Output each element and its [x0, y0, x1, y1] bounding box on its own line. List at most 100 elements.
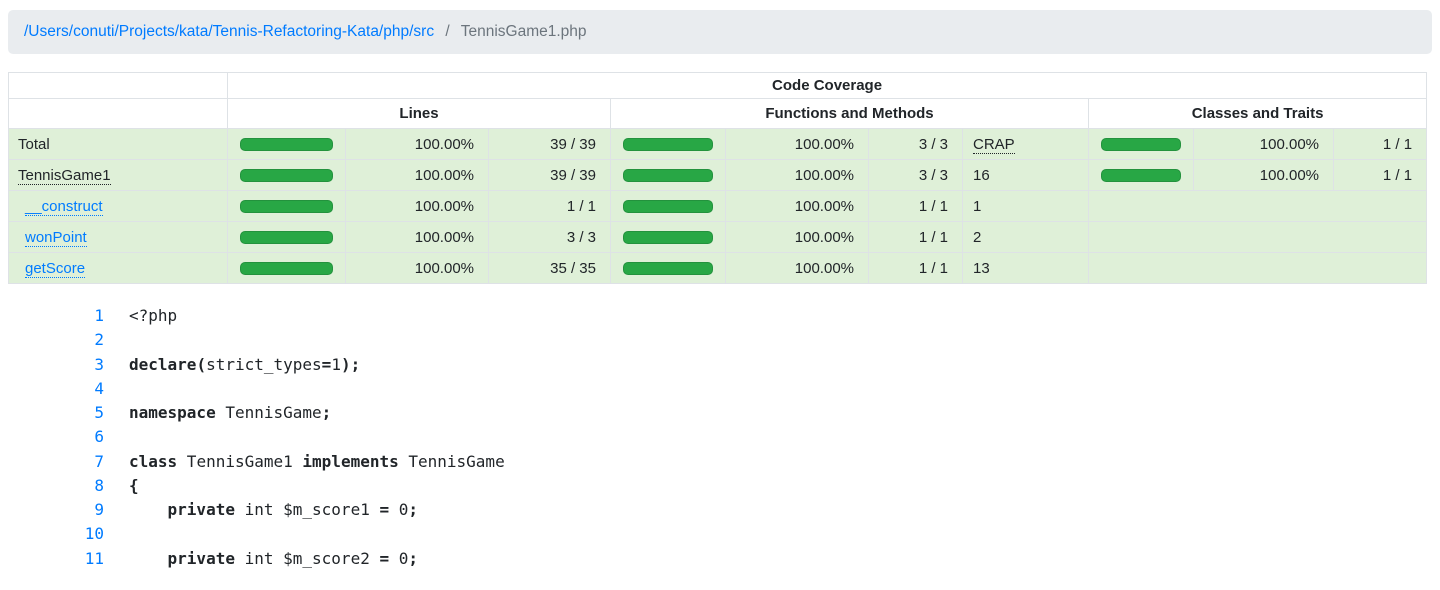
- code-token: implements: [302, 451, 399, 471]
- lines-pct-cell: 100.00%: [345, 128, 489, 160]
- crap-cell: 2: [962, 221, 1089, 253]
- lines-progress-bar: [240, 137, 333, 151]
- code-token: ;: [408, 548, 419, 568]
- lines-bar-cell: [227, 159, 346, 191]
- source-code: 1 <?php 2 3 declare(strict_types=1); 4 5 namesp…: [0, 304, 1440, 571]
- functions-bar-cell: [610, 128, 726, 160]
- table-row-class-tennisgame1: TennisGame1 100.00% 39 / 39 100.00% 3 / …: [8, 159, 1428, 191]
- code-line: 4: [0, 377, 1440, 401]
- line-number[interactable]: 1: [94, 306, 104, 325]
- coverage-report-page: /Users/conuti/Projects/kata/Tennis-Refac…: [0, 10, 1440, 571]
- code-line: 9 private int $m_score1 = 0;: [0, 498, 1440, 522]
- code-content: [104, 328, 129, 352]
- lines-bar-cell: [227, 252, 346, 284]
- code-line: 5 namespace TennisGame;: [0, 401, 1440, 425]
- lines-progress-bar: [240, 168, 333, 182]
- functions-pct-cell: 100.00%: [725, 159, 869, 191]
- functions-count-cell: 1 / 1: [868, 252, 963, 284]
- line-number[interactable]: 5: [94, 403, 104, 422]
- code-token: private: [167, 500, 235, 519]
- functions-count-cell: 3 / 3: [868, 159, 963, 191]
- code-token: <?php: [129, 306, 178, 325]
- code-token: ;: [321, 403, 332, 422]
- crap-cell: 1: [962, 190, 1089, 222]
- functions-bar-cell: [610, 252, 726, 284]
- code-line: 1 <?php: [0, 304, 1440, 328]
- row-name-cell: __construct: [8, 190, 228, 222]
- code-token: TennisGame: [215, 403, 322, 422]
- col-group-lines: Lines: [227, 98, 611, 129]
- classes-count-cell: 1 / 1: [1332, 159, 1428, 191]
- code-token: 1: [331, 354, 341, 374]
- code-token: TennisGame: [398, 451, 505, 471]
- line-number[interactable]: 10: [84, 524, 104, 544]
- coverage-table: Code Coverage Lines Functions and Method…: [8, 72, 1428, 284]
- row-name-cell: wonPoint: [8, 221, 228, 253]
- code-token: declare: [129, 354, 197, 374]
- functions-bar-cell: [610, 190, 726, 222]
- classes-empty-cell: [1087, 190, 1428, 222]
- functions-pct-cell: 100.00%: [725, 190, 869, 222]
- method-name: getScore: [25, 259, 86, 278]
- lines-count-cell: 35 / 35: [488, 252, 611, 284]
- method-link-getscore[interactable]: getScore: [25, 259, 86, 278]
- code-content: namespace TennisGame;: [104, 401, 331, 425]
- line-number[interactable]: 3: [94, 354, 104, 374]
- method-link-construct[interactable]: __construct: [25, 197, 103, 216]
- table-row-method-getscore: getScore 100.00% 35 / 35 100.00% 1 / 1 1…: [8, 252, 1428, 284]
- functions-count-cell: 1 / 1: [868, 190, 963, 222]
- code-content: class TennisGame1 implements TennisGame: [104, 450, 505, 474]
- code-token: 0: [389, 500, 409, 519]
- breadcrumb-current-file: TennisGame1.php: [460, 23, 587, 40]
- code-content: [104, 377, 129, 401]
- line-number[interactable]: 4: [94, 378, 104, 398]
- code-content: {: [104, 474, 139, 498]
- lines-progress-bar: [240, 261, 333, 275]
- crap-cell: 16: [962, 159, 1089, 191]
- crap-abbr[interactable]: CRAP: [973, 135, 1015, 154]
- code-token: [129, 549, 168, 568]
- functions-pct-cell: 100.00%: [725, 252, 869, 284]
- line-number[interactable]: 9: [94, 500, 104, 519]
- code-lines: 1 <?php 2 3 declare(strict_types=1); 4 5 namesp…: [0, 304, 1440, 571]
- functions-bar-cell: [610, 221, 726, 253]
- code-token: int $m_score1: [234, 500, 380, 519]
- class-name-link[interactable]: TennisGame1: [18, 166, 111, 185]
- code-token: [129, 500, 168, 519]
- code-token: strict_types: [206, 354, 322, 374]
- breadcrumb-path-link[interactable]: /Users/conuti/Projects/kata/Tennis-Refac…: [24, 23, 435, 40]
- classes-empty-cell: [1087, 221, 1428, 253]
- code-token: 0: [389, 548, 409, 568]
- code-token: ;: [408, 500, 419, 519]
- method-link-wonpoint[interactable]: wonPoint: [25, 228, 87, 247]
- functions-progress-bar: [623, 199, 713, 213]
- lines-progress-bar: [240, 230, 333, 244]
- table-row-total: Total 100.00% 39 / 39 100.00% 3 / 3 CRAP…: [8, 128, 1428, 160]
- functions-progress-bar: [623, 230, 713, 244]
- code-token: class: [129, 451, 178, 471]
- method-name: __construct: [25, 197, 103, 216]
- code-line: 7 class TennisGame1 implements TennisGame: [0, 450, 1440, 474]
- functions-progress-bar: [623, 168, 713, 182]
- code-line: 2: [0, 328, 1440, 352]
- code-content: private int $m_score2 = 0;: [104, 547, 418, 571]
- line-number[interactable]: 6: [94, 427, 104, 447]
- lines-count-cell: 39 / 39: [488, 159, 611, 191]
- code-line: 6: [0, 425, 1440, 449]
- line-number[interactable]: 8: [94, 475, 104, 495]
- code-token: ): [340, 354, 351, 374]
- functions-progress-bar: [623, 137, 713, 151]
- row-name-cell: getScore: [8, 252, 228, 284]
- lines-progress-bar: [240, 199, 333, 213]
- line-number[interactable]: 11: [84, 548, 104, 568]
- code-line: 10: [0, 522, 1440, 546]
- functions-bar-cell: [610, 159, 726, 191]
- method-name: wonPoint: [25, 228, 87, 247]
- table-row-method-wonpoint: wonPoint 100.00% 3 / 3 100.00% 1 / 1 2: [8, 221, 1428, 253]
- classes-count-cell: 1 / 1: [1332, 128, 1428, 160]
- line-number[interactable]: 2: [94, 330, 104, 350]
- functions-count-cell: 1 / 1: [868, 221, 963, 253]
- functions-pct-cell: 100.00%: [725, 128, 869, 160]
- line-number[interactable]: 7: [94, 451, 104, 471]
- header-empty-cell: [8, 72, 228, 99]
